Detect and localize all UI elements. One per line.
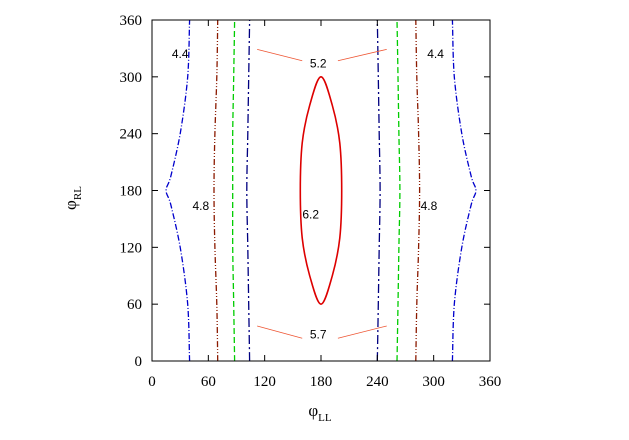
contour-5-2-branch-1 [232, 19, 236, 362]
x-axis-label-sub: LL [318, 412, 332, 424]
contour-5-7-branch-1 [246, 19, 251, 362]
x-tick-label: 0 [148, 374, 156, 390]
contour-label: 4.4 [427, 47, 444, 61]
contour-leader-lines [257, 48, 387, 339]
x-axis-label-main: φ [308, 401, 318, 420]
contour-label: 6.2 [302, 207, 319, 221]
y-tick-label: 120 [120, 240, 143, 256]
leader-line [337, 325, 387, 339]
x-tick-label: 120 [253, 374, 276, 390]
contour-4-4-branch-2 [451, 19, 477, 362]
contour-6-2-branch-1 [299, 75, 343, 306]
leader-line [257, 48, 303, 62]
contour-label: 5.2 [310, 57, 327, 71]
y-axis-label-main: φ [61, 200, 80, 210]
y-tick-label: 60 [127, 297, 142, 313]
y-tick-label: 180 [120, 184, 143, 200]
leader-line [257, 325, 303, 339]
leader-line [337, 48, 387, 62]
contour-4-4-branch-1 [165, 19, 191, 362]
contour-labels: 4.4 4.4 4.8 4.8 5.2 5.7 6.2 [172, 47, 444, 341]
y-axis-label: φRL [61, 186, 84, 210]
y-axis-label-sub: RL [72, 186, 84, 200]
contour-4-8-branch-2 [415, 19, 421, 362]
plot-frame [151, 19, 491, 362]
x-tick-label: 60 [201, 374, 216, 390]
y-tick-label: 360 [120, 13, 143, 29]
x-tick-label: 240 [366, 374, 389, 390]
x-tick-label: 180 [310, 374, 333, 390]
contour-label: 4.4 [172, 47, 189, 61]
x-tick-label: 360 [479, 374, 502, 390]
axis-ticks: 0 60 120 180 240 300 360 0 60 120 180 240 300 360 [120, 13, 502, 390]
y-tick-label: 300 [120, 70, 143, 86]
contour-label: 4.8 [192, 199, 209, 213]
contour-5-2-branch-2 [396, 19, 401, 362]
y-tick-label: 0 [135, 354, 143, 370]
contour-lines [165, 19, 477, 362]
contour-label: 4.8 [421, 199, 438, 213]
y-tick-label: 240 [120, 127, 143, 143]
x-tick-label: 300 [422, 374, 445, 390]
x-axis-label: φLL [308, 401, 332, 424]
contour-4-8-branch-1 [213, 19, 219, 362]
contour-5-7-branch-2 [376, 19, 381, 362]
contour-label: 5.7 [310, 328, 327, 342]
